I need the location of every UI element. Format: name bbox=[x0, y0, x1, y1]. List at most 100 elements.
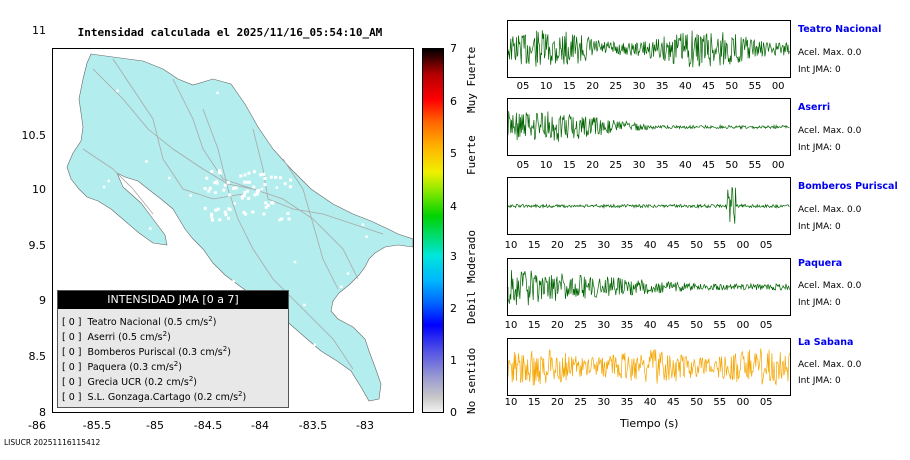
station-jma: Int JMA: 0 bbox=[798, 143, 841, 153]
town-marker bbox=[213, 191, 217, 195]
station-name[interactable]: Teatro Nacional bbox=[798, 24, 882, 35]
legend-title: INTENSIDAD JMA [0 a 7] bbox=[58, 291, 288, 309]
time-tick: 05 bbox=[759, 397, 773, 408]
town-marker bbox=[203, 186, 207, 190]
town-marker bbox=[213, 181, 217, 185]
colorbar-number: 4 bbox=[450, 200, 457, 213]
town-marker bbox=[226, 180, 230, 184]
town-marker bbox=[262, 172, 266, 176]
town-marker bbox=[228, 193, 232, 197]
town-marker bbox=[240, 195, 244, 198]
town-marker bbox=[227, 216, 231, 220]
town-marker bbox=[278, 218, 281, 222]
town-marker bbox=[223, 210, 227, 214]
town-marker bbox=[239, 174, 243, 178]
colorbar-label: Moderado bbox=[465, 230, 478, 283]
colorbar-number: 6 bbox=[450, 95, 457, 108]
time-tick: 15 bbox=[563, 81, 576, 92]
town-marker bbox=[168, 176, 171, 180]
town-marker bbox=[216, 91, 219, 95]
y-tick: 9.5 bbox=[28, 239, 47, 252]
town-marker bbox=[247, 171, 251, 175]
time-tick: 30 bbox=[632, 160, 646, 171]
town-marker bbox=[280, 217, 284, 221]
town-marker bbox=[242, 210, 246, 214]
town-marker bbox=[223, 183, 227, 187]
time-tick: 55 bbox=[713, 240, 727, 251]
town-marker bbox=[283, 182, 287, 186]
station-acel: Acel. Max. 0.0 bbox=[798, 360, 862, 370]
time-tick: 20 bbox=[551, 320, 564, 331]
waveform-line bbox=[507, 348, 790, 386]
legend-row: [ 0 ] Aserri (0.5 cm/s2) bbox=[62, 330, 171, 344]
time-tick: 50 bbox=[725, 160, 739, 171]
town-marker bbox=[251, 210, 255, 214]
time-tick: 45 bbox=[667, 240, 680, 251]
town-marker bbox=[215, 180, 219, 184]
town-marker bbox=[145, 160, 148, 163]
x-tick: -83 bbox=[356, 419, 374, 432]
time-tick: 35 bbox=[620, 320, 634, 331]
time-tick: 35 bbox=[620, 397, 634, 408]
waveform-line bbox=[507, 270, 790, 306]
town-marker bbox=[216, 182, 219, 185]
station-name[interactable]: Paquera bbox=[798, 258, 843, 269]
town-marker bbox=[278, 176, 282, 180]
town-marker bbox=[287, 217, 291, 221]
town-marker bbox=[325, 122, 328, 126]
x-tick: -85 bbox=[146, 419, 164, 432]
time-tick: 00 bbox=[736, 240, 750, 251]
town-marker bbox=[264, 201, 268, 205]
town-marker bbox=[274, 175, 278, 179]
town-marker bbox=[205, 176, 209, 180]
town-marker bbox=[263, 176, 267, 180]
town-marker bbox=[260, 187, 264, 191]
time-tick: 20 bbox=[551, 240, 564, 251]
town-marker bbox=[208, 186, 212, 190]
town-marker bbox=[101, 249, 104, 252]
town-marker bbox=[253, 193, 257, 197]
seismogram-panel-bomberos-puriscal bbox=[507, 177, 791, 235]
time-tick: 00 bbox=[736, 397, 750, 408]
time-tick: 20 bbox=[551, 397, 564, 408]
colorbar-number: 5 bbox=[450, 147, 457, 160]
time-tick: 05 bbox=[516, 160, 530, 171]
town-marker bbox=[243, 190, 247, 194]
road-network bbox=[82, 58, 384, 370]
town-marker bbox=[346, 272, 350, 275]
station-name[interactable]: Bomberos Puriscal bbox=[798, 181, 898, 192]
town-marker bbox=[270, 201, 274, 205]
station-acel: Acel. Max. 0.0 bbox=[798, 126, 862, 136]
seismogram-panel-paquera bbox=[507, 258, 791, 316]
town-markers bbox=[101, 75, 368, 369]
x-axis-title: Tiempo (s) bbox=[620, 417, 679, 430]
town-marker bbox=[263, 183, 267, 187]
station-acel: Acel. Max. 0.0 bbox=[798, 205, 862, 215]
colorbar-number: 7 bbox=[450, 42, 457, 55]
time-tick: 10 bbox=[539, 160, 553, 171]
town-marker bbox=[264, 205, 268, 209]
time-tick: 25 bbox=[574, 240, 587, 251]
time-tick: 40 bbox=[643, 240, 657, 251]
town-marker bbox=[255, 192, 259, 196]
town-marker bbox=[203, 206, 207, 210]
station-name[interactable]: Aserri bbox=[798, 102, 831, 113]
town-marker bbox=[116, 89, 119, 93]
legend-row: [ 0 ] S.L. Gonzaga.Cartago (0.2 cm/s2) bbox=[62, 390, 247, 404]
x-tick: -84 bbox=[251, 419, 269, 432]
colorbar-number: 0 bbox=[450, 406, 457, 419]
town-marker bbox=[243, 180, 247, 184]
station-jma: Int JMA: 0 bbox=[798, 298, 841, 308]
town-marker bbox=[341, 193, 344, 197]
x-tick: -83.5 bbox=[298, 419, 328, 432]
time-tick: 55 bbox=[713, 320, 727, 331]
y-tick: 8 bbox=[39, 406, 46, 419]
town-marker bbox=[365, 235, 368, 238]
station-jma: Int JMA: 0 bbox=[798, 222, 841, 232]
town-marker bbox=[210, 170, 214, 174]
seismogram-trace bbox=[507, 270, 790, 306]
time-tick: 15 bbox=[527, 240, 541, 251]
time-tick: 40 bbox=[643, 320, 657, 331]
station-name[interactable]: La Sabana bbox=[798, 337, 854, 348]
time-tick: 00 bbox=[736, 320, 750, 331]
